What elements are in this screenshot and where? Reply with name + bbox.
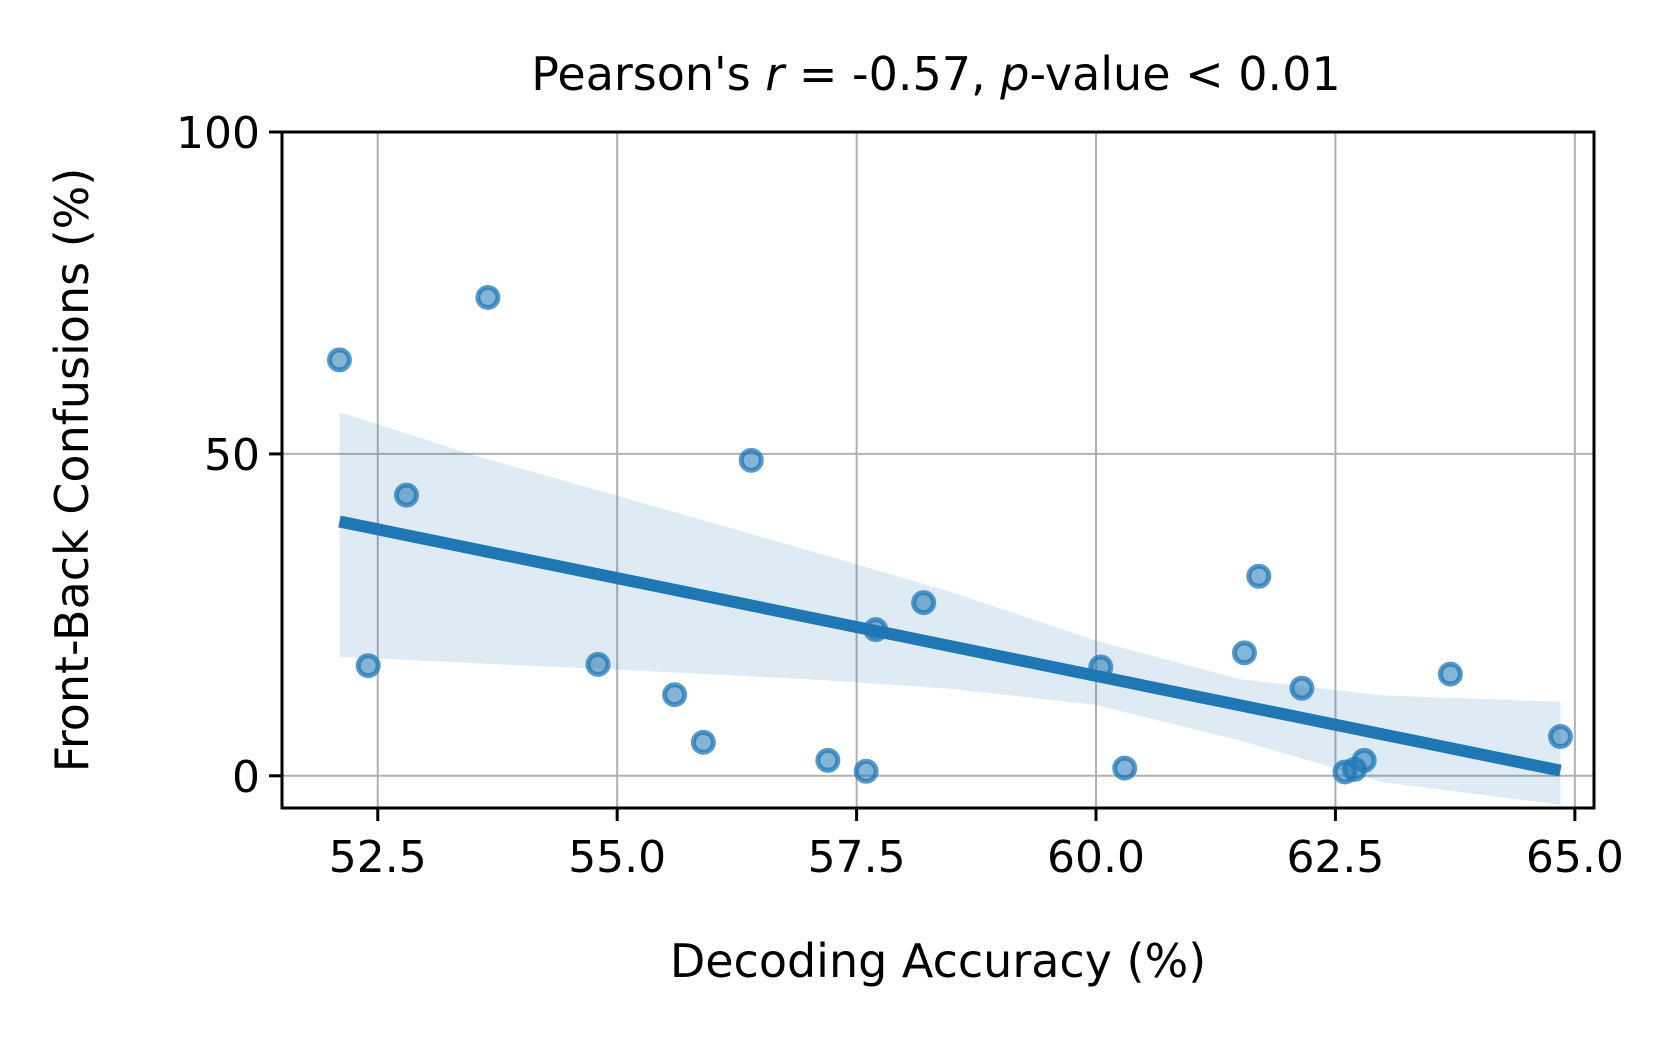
ticks-layer: 52.5 55.0 57.5 60.0 62.5 65.0 0 50 100 [176,108,1624,883]
y-tick-label: 50 [204,430,260,481]
chart-title-prefix: Pearson's [531,47,765,101]
scatter-point [1547,724,1573,750]
scatter-point [1088,654,1114,680]
x-axis-title: Decoding Accuracy (%) [670,934,1206,988]
scatter-point [815,747,841,773]
scatter-point [1289,675,1315,701]
chart-title-p-part: -value < 0.01 [1029,47,1340,101]
scatter-point [475,284,501,310]
scatter-point [585,651,611,677]
plot-frame [280,130,1596,810]
scatter-point [911,590,937,616]
x-tick-label: 65.0 [1526,832,1624,883]
y-axis-title: Front-Back Confusions (%) [45,168,99,773]
scatter-point [326,347,352,373]
x-tick-label: 60.0 [1047,832,1145,883]
chart-title-p-symbol: p [999,47,1029,101]
scatter-point [690,729,716,755]
x-tick-label: 52.5 [329,832,427,883]
scatter-point [355,653,381,679]
confidence-band [339,412,1561,805]
points-layer [326,284,1573,785]
scatter-point [1246,563,1272,589]
scatter-point [738,447,764,473]
regression-line [338,515,1562,777]
y-tick-label: 0 [232,752,260,803]
scatter-point [1231,640,1257,666]
scatter-point [853,758,879,784]
scatter-point [1112,755,1138,781]
scatter-point [1437,661,1463,687]
confidence-band-layer [339,412,1561,805]
chart-title-r-symbol: r [765,47,787,101]
scatter-point [1351,747,1377,773]
y-tick-label: 100 [176,108,260,159]
x-tick-label: 62.5 [1286,832,1384,883]
chart-title-r-part: = -0.57, [784,47,1000,101]
regression-line-layer [338,515,1562,777]
x-tick-label: 55.0 [568,832,666,883]
scatter-point [393,482,419,508]
scatter-point [863,617,889,643]
x-tick-label: 57.5 [808,832,906,883]
chart-title: Pearson's r = -0.57, p-value < 0.01 [531,47,1340,101]
scatter-point [662,682,688,708]
